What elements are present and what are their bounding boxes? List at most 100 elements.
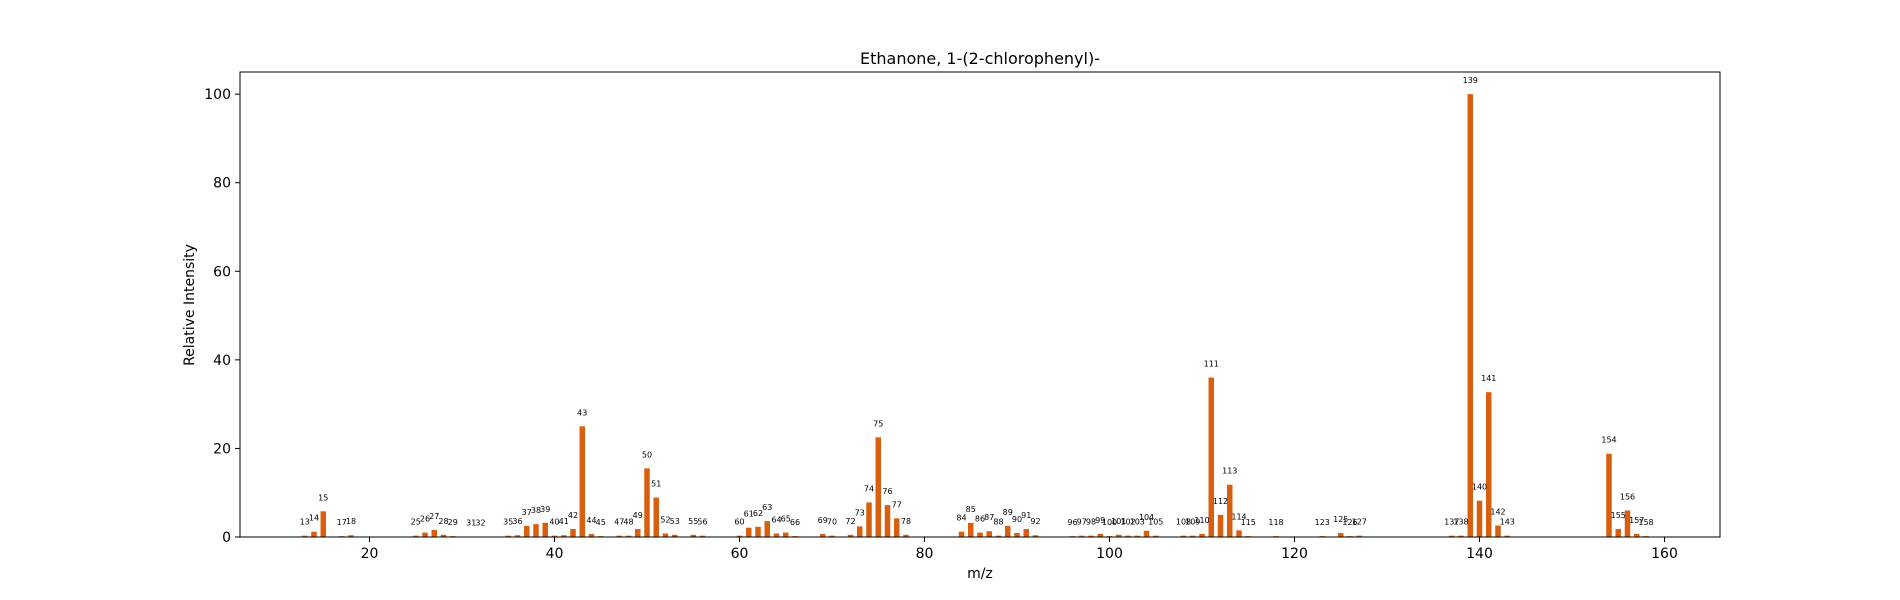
peak-label: 47 [614,518,624,527]
peak-bar [1236,530,1242,537]
peak-label: 29 [448,518,458,527]
peak-bar [1504,535,1510,537]
peak-label: 38 [531,506,541,515]
peak-label: 35 [503,518,513,527]
peak-bar [302,535,308,537]
peak-label: 114 [1231,512,1246,521]
peak-label: 86 [975,515,985,524]
peak-label: 155 [1611,511,1626,520]
peak-label: 48 [623,518,633,527]
peak-label: 78 [901,517,911,526]
y-tick-label: 60 [213,264,231,280]
peak-bar [524,525,530,537]
peak-label: 70 [827,518,837,527]
peak-bar [635,529,641,537]
peak-label: 64 [771,515,781,524]
peak-bar [1079,535,1085,537]
peak-label: 51 [651,480,661,489]
peak-bar [533,524,539,537]
x-axis: 20 40 60 80 100 120 140 160 [361,537,1678,562]
peak-bar [1606,453,1612,537]
peak-bar [1116,534,1122,537]
x-tick-label: 100 [1096,546,1123,562]
peak-label: 43 [577,408,587,417]
peak-label: 142 [1490,507,1505,516]
peak-bar [977,532,983,537]
peak-label: 73 [855,508,865,517]
peak-label: 42 [568,511,578,520]
peak-bar [783,532,789,537]
peak-label: 84 [956,514,966,523]
peak-label: 157 [1629,516,1644,525]
x-tick-label: 80 [916,546,934,562]
bars-layer [302,94,1649,537]
peak-bar [968,522,974,537]
peak-bar [662,533,669,537]
peak-label: 63 [762,503,772,512]
peak-label: 40 [549,518,559,527]
peak-label: 69 [818,516,828,525]
peak-label: 89 [1003,508,1013,517]
peak-bar [1143,530,1150,537]
peak-bar [1180,535,1187,537]
peak-bar [1134,535,1140,537]
peak-label: 55 [688,517,698,526]
peak-label: 75 [873,419,883,428]
peak-bar [1634,533,1640,537]
peak-bar [1023,529,1029,537]
peak-bar [773,533,780,537]
peak-bar [736,535,743,537]
peak-label: 118 [1268,518,1283,527]
peak-label: 52 [660,515,670,524]
peak-label: 72 [845,517,855,526]
peak-label: 138 [1453,518,1468,527]
peak-label: 15 [318,493,328,502]
peak-bar [746,527,752,537]
peak-bar [320,511,326,537]
peak-bar [1217,514,1224,537]
peak-label: 44 [586,516,596,525]
plot-frame [239,71,1721,538]
peak-label: 102 [1120,518,1135,527]
peak-label: 141 [1481,374,1496,383]
peak-bar [348,535,354,537]
peak-label: 27 [429,512,439,521]
x-tick-label: 140 [1466,546,1493,562]
peak-label: 140 [1472,483,1487,492]
peak-bar [413,535,419,537]
peak-label: 39 [540,505,550,514]
peak-label: 25 [411,518,421,527]
y-tick-label: 100 [204,87,231,103]
peak-bar [884,505,891,537]
peak-label: 26 [420,515,430,524]
peak-bar [690,534,696,537]
peak-label: 101 [1111,517,1126,526]
peak-label: 90 [1012,515,1022,524]
peak-label: 97 [1077,518,1087,527]
peak-label: 41 [559,517,569,526]
peak-label: 156 [1620,492,1635,501]
peak-label: 36 [512,517,522,526]
peak-bar [616,535,622,537]
peak-label: 108 [1176,518,1191,527]
peak-label: 66 [790,518,800,527]
peak-label: 92 [1030,517,1040,526]
peak-label: 56 [697,518,707,527]
peak-bar [625,535,632,537]
peak-bar [1486,392,1492,537]
x-tick-label: 60 [731,546,749,562]
x-tick-label: 160 [1651,546,1678,562]
peak-bar [820,533,826,537]
peak-bar [1153,535,1159,537]
peak-label: 65 [781,515,791,524]
peak-label: 158 [1638,518,1653,527]
y-tick-label: 20 [213,441,231,457]
peak-bar [1338,533,1344,537]
peak-bar [644,468,650,537]
peak-bar [1032,535,1039,537]
peak-label: 61 [744,510,754,519]
peak-bar [1125,535,1131,537]
y-tick-label: 0 [222,530,231,546]
